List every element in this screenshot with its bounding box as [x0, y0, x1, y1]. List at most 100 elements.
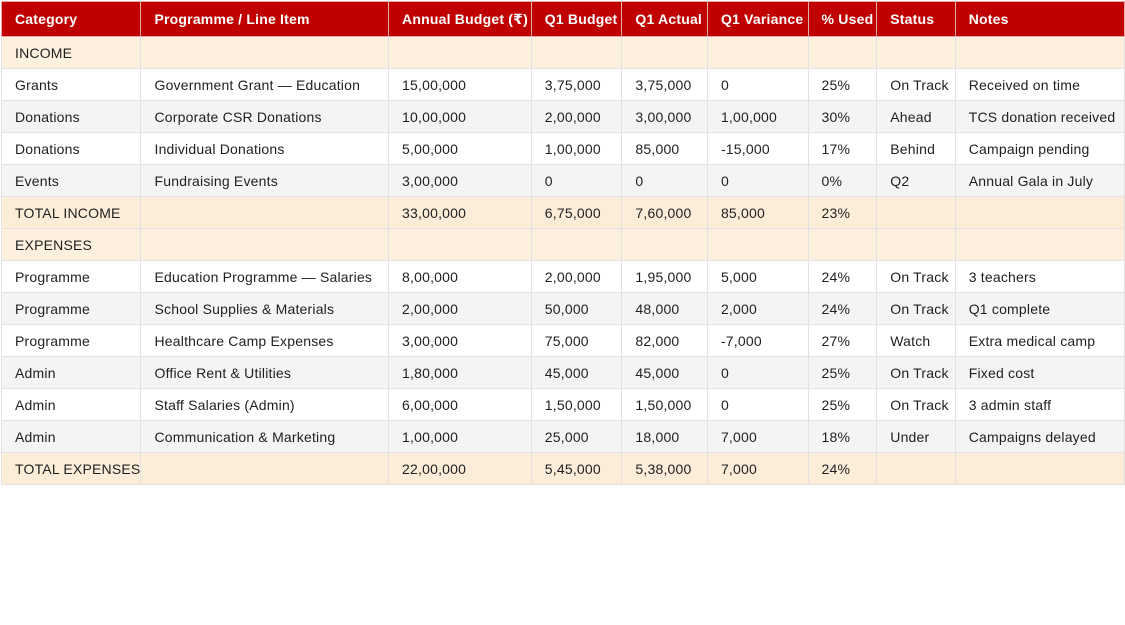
- column-header-notes[interactable]: Notes: [954, 1, 1125, 37]
- q1-variance-cell[interactable]: 5,000: [706, 260, 809, 293]
- annual-budget-cell[interactable]: 22,00,000: [388, 452, 532, 485]
- line-item-cell[interactable]: Staff Salaries (Admin): [140, 388, 390, 421]
- percent-used-cell[interactable]: 24%: [807, 292, 878, 325]
- q1-budget-cell[interactable]: 5,45,000: [530, 452, 623, 485]
- q1-variance-cell[interactable]: [706, 36, 809, 69]
- category-cell[interactable]: Donations: [0, 132, 142, 165]
- q1-actual-cell[interactable]: 82,000: [621, 324, 708, 357]
- q1-budget-cell[interactable]: [530, 36, 623, 69]
- notes-cell[interactable]: Q1 complete: [954, 292, 1125, 325]
- percent-used-cell[interactable]: 0%: [807, 164, 878, 197]
- q1-variance-cell[interactable]: -7,000: [706, 324, 809, 357]
- q1-budget-cell[interactable]: 75,000: [530, 324, 623, 357]
- q1-actual-cell[interactable]: 7,60,000: [621, 196, 708, 229]
- q1-variance-cell[interactable]: 0: [706, 388, 809, 421]
- line-item-cell[interactable]: [140, 452, 390, 485]
- notes-cell[interactable]: [954, 452, 1125, 485]
- percent-used-cell[interactable]: 18%: [807, 420, 878, 453]
- status-cell[interactable]: On Track: [876, 68, 956, 101]
- column-header-q1-variance[interactable]: Q1 Variance: [706, 1, 809, 37]
- column-header-category[interactable]: Category: [0, 1, 142, 37]
- status-cell[interactable]: On Track: [876, 356, 956, 389]
- status-cell[interactable]: Q2: [876, 164, 956, 197]
- status-cell[interactable]: Behind: [876, 132, 956, 165]
- annual-budget-cell[interactable]: 33,00,000: [388, 196, 532, 229]
- column-header-q1-budget[interactable]: Q1 Budget: [530, 1, 623, 37]
- annual-budget-cell[interactable]: 1,00,000: [388, 420, 532, 453]
- line-item-cell[interactable]: Office Rent & Utilities: [140, 356, 390, 389]
- q1-actual-cell[interactable]: [621, 36, 708, 69]
- q1-budget-cell[interactable]: 0: [530, 164, 623, 197]
- notes-cell[interactable]: Annual Gala in July: [954, 164, 1125, 197]
- notes-cell[interactable]: Received on time: [954, 68, 1125, 101]
- status-cell[interactable]: On Track: [876, 260, 956, 293]
- line-item-cell[interactable]: Healthcare Camp Expenses: [140, 324, 390, 357]
- annual-budget-cell[interactable]: 3,00,000: [388, 324, 532, 357]
- line-item-cell[interactable]: Communication & Marketing: [140, 420, 390, 453]
- q1-budget-cell[interactable]: 2,00,000: [530, 100, 623, 133]
- q1-actual-cell[interactable]: 1,50,000: [621, 388, 708, 421]
- line-item-cell[interactable]: Government Grant — Education: [140, 68, 390, 101]
- status-cell[interactable]: [876, 36, 956, 69]
- line-item-cell[interactable]: Education Programme — Salaries: [140, 260, 390, 293]
- line-item-cell[interactable]: Corporate CSR Donations: [140, 100, 390, 133]
- annual-budget-cell[interactable]: [388, 36, 532, 69]
- notes-cell[interactable]: 3 admin staff: [954, 388, 1125, 421]
- percent-used-cell[interactable]: 24%: [807, 452, 878, 485]
- status-cell[interactable]: On Track: [876, 292, 956, 325]
- notes-cell[interactable]: 3 teachers: [954, 260, 1125, 293]
- annual-budget-cell[interactable]: 8,00,000: [388, 260, 532, 293]
- q1-actual-cell[interactable]: 18,000: [621, 420, 708, 453]
- category-cell[interactable]: Admin: [0, 420, 142, 453]
- line-item-cell[interactable]: [140, 228, 390, 261]
- q1-budget-cell[interactable]: 45,000: [530, 356, 623, 389]
- line-item-cell[interactable]: [140, 196, 390, 229]
- q1-actual-cell[interactable]: 48,000: [621, 292, 708, 325]
- q1-actual-cell[interactable]: 45,000: [621, 356, 708, 389]
- q1-budget-cell[interactable]: 1,50,000: [530, 388, 623, 421]
- annual-budget-cell[interactable]: 2,00,000: [388, 292, 532, 325]
- status-cell[interactable]: [876, 196, 956, 229]
- q1-actual-cell[interactable]: [621, 228, 708, 261]
- notes-cell[interactable]: Extra medical camp: [954, 324, 1125, 357]
- status-cell[interactable]: Watch: [876, 324, 956, 357]
- q1-budget-cell[interactable]: 2,00,000: [530, 260, 623, 293]
- q1-variance-cell[interactable]: 2,000: [706, 292, 809, 325]
- annual-budget-cell[interactable]: 5,00,000: [388, 132, 532, 165]
- category-cell[interactable]: Admin: [0, 388, 142, 421]
- percent-used-cell[interactable]: 23%: [807, 196, 878, 229]
- q1-budget-cell[interactable]: 1,00,000: [530, 132, 623, 165]
- q1-variance-cell[interactable]: 7,000: [706, 452, 809, 485]
- q1-actual-cell[interactable]: 0: [621, 164, 708, 197]
- category-cell[interactable]: Programme: [0, 324, 142, 357]
- column-header-q1-actual[interactable]: Q1 Actual: [621, 1, 708, 37]
- q1-variance-cell[interactable]: 1,00,000: [706, 100, 809, 133]
- annual-budget-cell[interactable]: [388, 228, 532, 261]
- q1-actual-cell[interactable]: 1,95,000: [621, 260, 708, 293]
- notes-cell[interactable]: [954, 36, 1125, 69]
- q1-variance-cell[interactable]: 85,000: [706, 196, 809, 229]
- percent-used-cell[interactable]: 27%: [807, 324, 878, 357]
- notes-cell[interactable]: [954, 228, 1125, 261]
- percent-used-cell[interactable]: 30%: [807, 100, 878, 133]
- notes-cell[interactable]: Fixed cost: [954, 356, 1125, 389]
- annual-budget-cell[interactable]: 3,00,000: [388, 164, 532, 197]
- q1-actual-cell[interactable]: 3,75,000: [621, 68, 708, 101]
- percent-used-cell[interactable]: [807, 36, 878, 69]
- category-cell[interactable]: Admin: [0, 356, 142, 389]
- q1-actual-cell[interactable]: 85,000: [621, 132, 708, 165]
- category-cell[interactable]: TOTAL INCOME: [0, 196, 142, 229]
- percent-used-cell[interactable]: 25%: [807, 388, 878, 421]
- notes-cell[interactable]: Campaign pending: [954, 132, 1125, 165]
- q1-budget-cell[interactable]: 50,000: [530, 292, 623, 325]
- category-cell[interactable]: EXPENSES: [0, 228, 142, 261]
- percent-used-cell[interactable]: [807, 228, 878, 261]
- line-item-cell[interactable]: Fundraising Events: [140, 164, 390, 197]
- percent-used-cell[interactable]: 24%: [807, 260, 878, 293]
- column-header-status[interactable]: Status: [876, 1, 956, 37]
- q1-budget-cell[interactable]: 6,75,000: [530, 196, 623, 229]
- q1-budget-cell[interactable]: 3,75,000: [530, 68, 623, 101]
- status-cell[interactable]: [876, 452, 956, 485]
- q1-variance-cell[interactable]: [706, 228, 809, 261]
- notes-cell[interactable]: [954, 196, 1125, 229]
